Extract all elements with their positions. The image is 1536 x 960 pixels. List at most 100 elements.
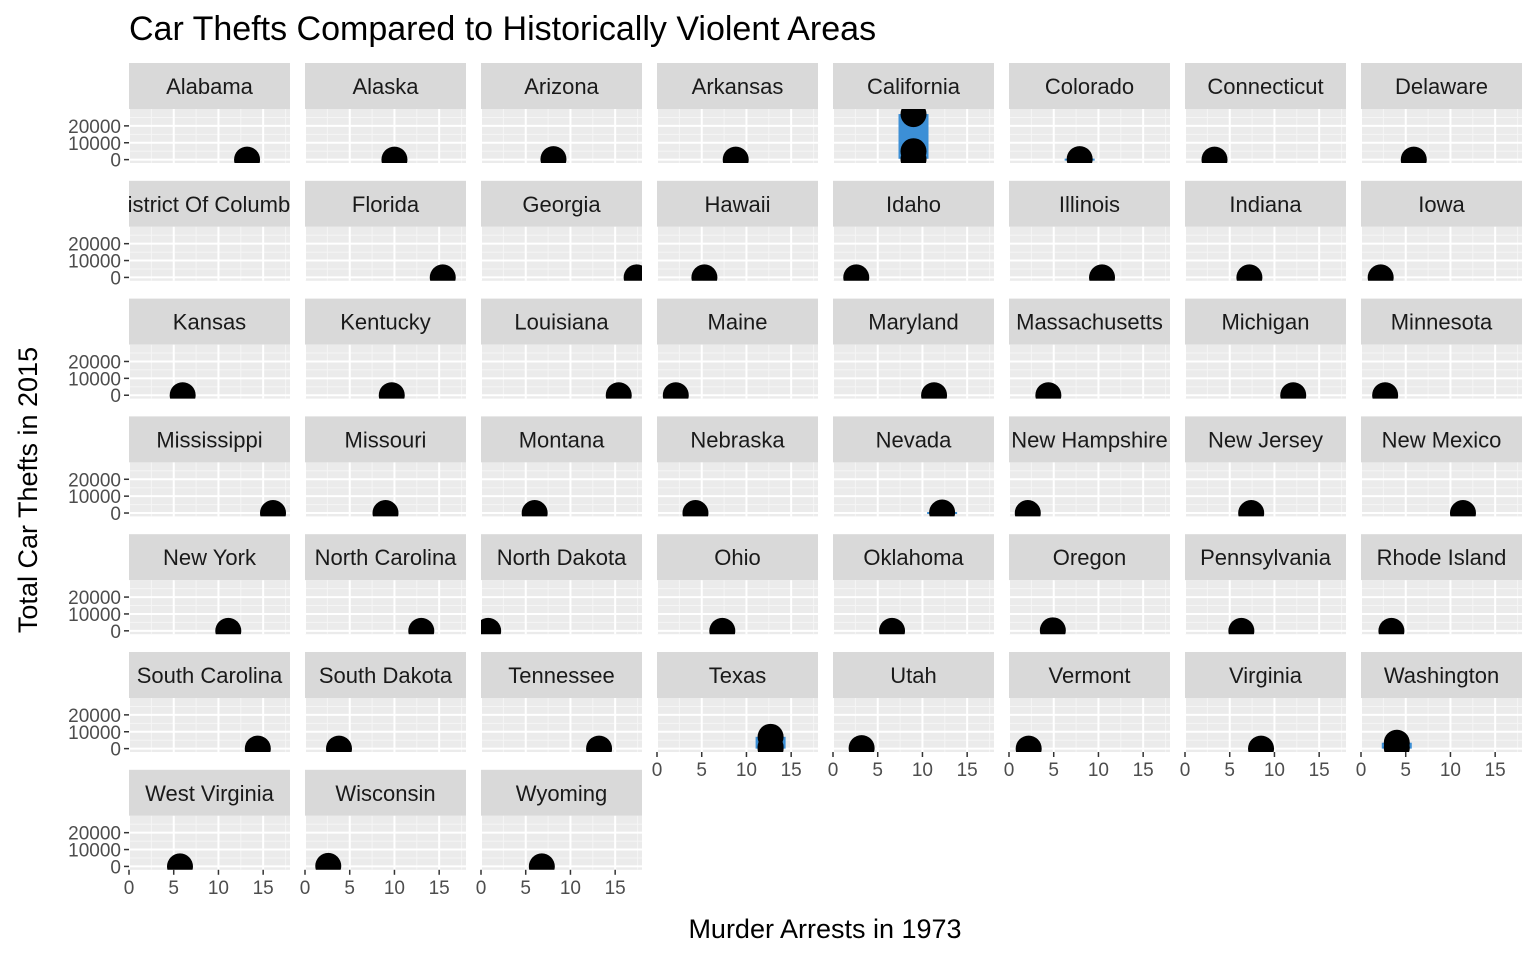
data-point (1238, 500, 1265, 517)
facet-marks (325, 735, 352, 752)
y-tick-label: 10000 (68, 841, 121, 862)
facet-strip (833, 416, 994, 463)
data-point (722, 146, 749, 163)
facet-label: North Dakota (497, 545, 627, 570)
facet-label: Arkansas (692, 74, 784, 99)
facet-label: Virginia (1229, 663, 1303, 688)
facet-strip (305, 769, 466, 816)
facet-strip (1009, 63, 1170, 109)
facet-panel: New Mexico (1360, 416, 1522, 517)
facet-label: Tennessee (508, 663, 614, 688)
facet-marks (244, 735, 271, 752)
data-point (244, 735, 271, 752)
data-point (1236, 264, 1263, 281)
facet-strip (1361, 63, 1522, 109)
facet-panel: South Dakota (304, 652, 466, 752)
facet-panel: Tennessee (480, 652, 642, 752)
facet-panel: Iowa (1360, 180, 1522, 281)
facet-marks (605, 382, 632, 399)
facet-marks (1089, 264, 1116, 281)
facet-marks (169, 382, 196, 399)
data-point (1228, 617, 1255, 635)
facet-panel: Indiana (1184, 180, 1346, 281)
facet-strip (481, 63, 642, 109)
facet-strip (481, 416, 642, 463)
facet-strip (1185, 63, 1346, 109)
facet-strip (305, 180, 466, 227)
facet-strip (1361, 180, 1522, 227)
facet-label: Kentucky (340, 310, 431, 335)
data-point (408, 617, 435, 635)
x-tick-label: 0 (124, 878, 135, 899)
data-point (378, 382, 405, 399)
facet-panel: Pennsylvania (1184, 534, 1346, 635)
facet-label: North Carolina (315, 545, 458, 570)
facet-strip (1361, 652, 1522, 698)
facet-marks (1378, 617, 1405, 635)
facet-strip (129, 63, 290, 109)
y-tick-label: 0 (110, 622, 121, 643)
x-tick-label: 15 (1485, 760, 1506, 781)
facet-marks (709, 617, 736, 635)
facet-panel: Florida (304, 180, 466, 281)
x-tick-label: 0 (300, 878, 311, 899)
x-tick-label: 5 (168, 878, 179, 899)
data-point (1367, 264, 1394, 281)
facet-strip (1009, 416, 1170, 463)
x-tick-label: 15 (781, 760, 802, 781)
data-point (691, 264, 718, 281)
facet-strip (657, 416, 818, 463)
facet-strip (129, 769, 290, 816)
x-tick-label: 15 (957, 760, 978, 781)
facet-label: Oklahoma (863, 545, 964, 570)
data-point (481, 617, 502, 635)
facet-marks (1367, 264, 1394, 281)
data-point (325, 735, 352, 752)
data-point (1383, 734, 1410, 752)
facet-panel: Idaho (832, 180, 994, 281)
facet-label: New York (163, 545, 257, 570)
y-tick-label: 20000 (68, 352, 121, 373)
facet-panel: Nevada (832, 416, 994, 517)
data-point (1449, 500, 1476, 517)
data-point (381, 146, 408, 163)
facet-label: Missouri (345, 427, 427, 452)
facet-marks (722, 146, 749, 163)
data-point (1400, 146, 1427, 163)
facet-marks (1228, 617, 1255, 635)
facet-strip (1009, 652, 1170, 698)
facet-label: Michigan (1221, 310, 1309, 335)
facet-marks (381, 146, 408, 163)
data-point (1280, 382, 1307, 399)
facet-marks (166, 853, 193, 870)
y-tick-label: 20000 (68, 470, 121, 491)
facet-marks (898, 109, 929, 163)
y-tick-label: 0 (110, 268, 121, 289)
facet-label: Illinois (1059, 192, 1120, 217)
data-point (900, 109, 927, 128)
data-point (843, 264, 870, 281)
facet-strip (1185, 298, 1346, 345)
x-tick-label: 5 (344, 878, 355, 899)
facet-strip (657, 63, 818, 109)
facet-strip (129, 298, 290, 345)
x-axis-title: Murder Arrests in 1973 (688, 914, 961, 944)
facet-label: Wyoming (516, 781, 608, 806)
y-tick-label: 20000 (68, 588, 121, 609)
facet-label: New Mexico (1382, 427, 1502, 452)
facet-marks (1248, 735, 1275, 752)
data-point (757, 735, 784, 752)
facet-label: District Of Columbia (112, 192, 308, 217)
data-point (1201, 146, 1228, 163)
facet-panel: Ohio (656, 534, 818, 635)
facet-label: Washington (1384, 663, 1499, 688)
facet-marks (1035, 382, 1062, 399)
facet-strip (305, 416, 466, 463)
facet-strip (657, 534, 818, 581)
facet-strip (1185, 180, 1346, 227)
facet-marks (260, 500, 287, 517)
x-tick-label: 10 (1264, 760, 1285, 781)
